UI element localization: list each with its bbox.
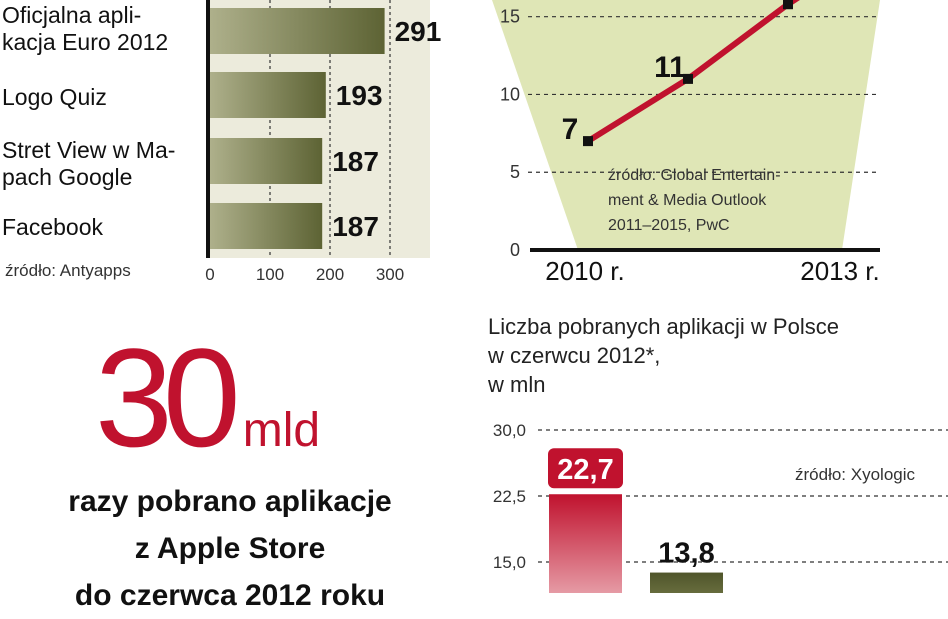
apps-bar-value-label: 187 — [332, 146, 379, 177]
poland-bar — [549, 494, 622, 593]
big-stat-caption: razy pobrano aplikacje z Apple Store do … — [68, 485, 392, 612]
market-area-shape — [492, 0, 880, 250]
poland-bar-value-label: 22,7 — [557, 454, 613, 486]
market-point-marker — [783, 0, 793, 10]
poland-bar — [650, 572, 723, 593]
poland-value-badge — [548, 448, 623, 489]
apps-bar — [210, 203, 323, 249]
market-point-label: 7 — [562, 113, 579, 146]
market-point-label: 11 — [654, 51, 686, 84]
apps-bar — [210, 8, 385, 54]
app-label-facebook: Facebook — [2, 214, 104, 240]
apps-bar — [210, 72, 326, 118]
apps-bar-value-label: 291 — [395, 16, 442, 47]
poland-y-tick-label: 30,0 — [493, 421, 526, 440]
market-line-chart: 7 11 0 5 10 15 2010 r. 2013 r. — [492, 0, 880, 286]
market-series-line — [586, 0, 800, 144]
market-point-marker — [583, 136, 593, 147]
market-y-tick-label: 10 — [500, 84, 520, 104]
market-y-tick-label: 5 — [510, 162, 520, 182]
market-y-tick-label: 0 — [510, 240, 520, 260]
apps-bar-value-label: 193 — [336, 80, 383, 111]
apps-bar-chart: 291 193 187 187 0 100 200 300 — [205, 0, 441, 284]
market-x-tick-label: 2010 r. — [545, 256, 625, 286]
poland-y-tick-label: 22,5 — [493, 487, 526, 506]
app-label-logo-quiz: Logo Quiz — [2, 84, 107, 110]
big-stat-number: 30 — [95, 319, 241, 476]
infographic-canvas: 291 193 187 187 0 100 200 300 7 11 0 5 10 15 2010 r… — [205, 0, 948, 593]
apps-x-tick-label: 100 — [256, 265, 284, 284]
apps-x-tick-label: 0 — [205, 265, 214, 284]
poland-chart-title: Liczba pobranych aplikacji w Polsce w cz… — [488, 314, 839, 397]
apps-bar — [210, 138, 323, 184]
poland-source: źródło: Xyologic — [795, 465, 916, 484]
market-x-tick-label: 2013 r. — [800, 256, 880, 286]
big-stat: 30 mld — [95, 328, 320, 468]
apps-x-tick-label: 200 — [316, 265, 344, 284]
market-y-tick-label: 15 — [500, 7, 520, 27]
poland-bar-value-label: 13,8 — [658, 538, 714, 570]
app-label-street-view: Stret View w Ma- pach Google — [2, 137, 176, 190]
app-label-euro2012: Oficjalna apli- kacja Euro 2012 — [2, 2, 169, 55]
poland-bar-chart: 22,7 13,8 30,0 22,5 15,0 — [493, 421, 948, 593]
market-source-note: źródło: Global Entertain- ment & Media O… — [608, 167, 781, 234]
poland-y-tick-label: 15,0 — [493, 553, 526, 572]
apps-source: źródło: Antyapps — [5, 261, 131, 280]
market-point-marker — [683, 73, 693, 84]
apps-x-tick-label: 300 — [376, 265, 404, 284]
apps-bar-value-label: 187 — [332, 211, 379, 242]
big-stat-unit: mld — [242, 404, 321, 457]
